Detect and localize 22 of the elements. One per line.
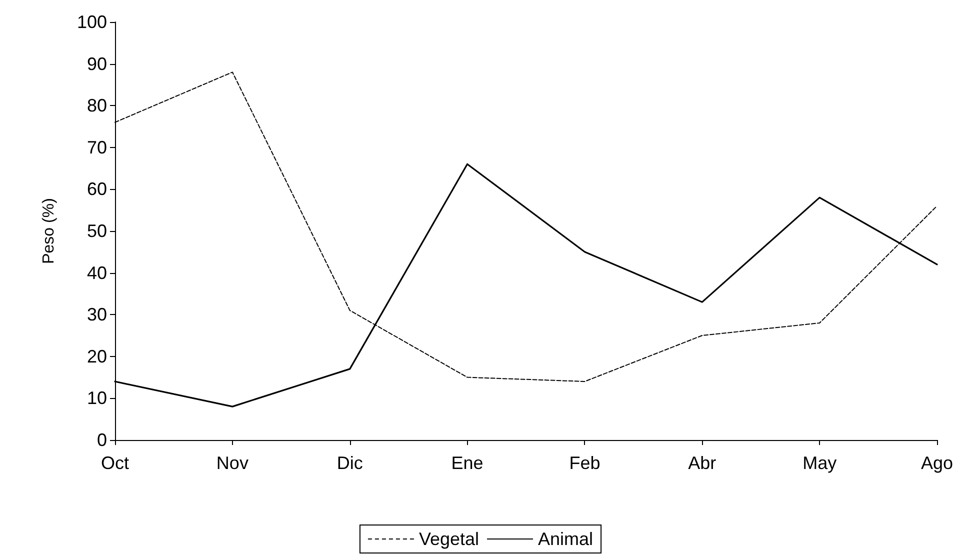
legend-label: Animal bbox=[538, 529, 594, 549]
y-axis-title: Peso (%) bbox=[40, 198, 58, 264]
y-tick-label: 20 bbox=[86, 346, 107, 366]
legend-label: Vegetal bbox=[418, 529, 480, 549]
y-tick-label: 50 bbox=[86, 221, 107, 241]
x-tick-label: Feb bbox=[569, 453, 600, 473]
x-tick-label: Ago bbox=[920, 453, 954, 473]
y-tick-label: 70 bbox=[86, 137, 107, 158]
y-tick-label: 10 bbox=[86, 388, 107, 408]
x-tick-label: Dic bbox=[336, 453, 363, 473]
x-tick-label: Oct bbox=[100, 453, 130, 473]
y-tick-label: 90 bbox=[86, 54, 107, 74]
y-tick-label: 40 bbox=[86, 262, 107, 283]
y-tick-label: 80 bbox=[86, 96, 107, 116]
x-tick-label: Ene bbox=[451, 453, 484, 473]
y-tick-label: 60 bbox=[86, 179, 107, 200]
x-tick-label: Abr bbox=[688, 453, 716, 473]
x-tick-label: May bbox=[802, 453, 837, 473]
y-tick-label: 30 bbox=[86, 304, 107, 325]
y-tick-label: 0 bbox=[96, 430, 107, 450]
y-tick-label: 100 bbox=[76, 12, 107, 32]
x-tick-label: Nov bbox=[216, 453, 248, 473]
